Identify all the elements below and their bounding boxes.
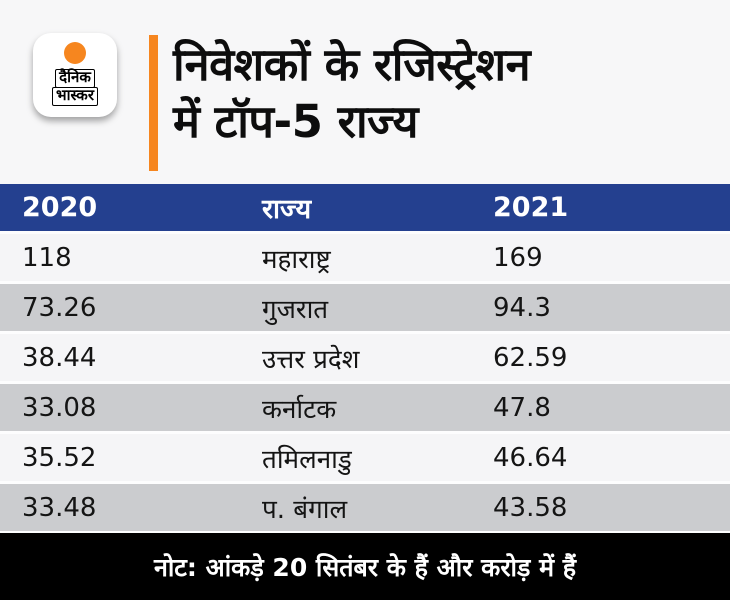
table-row: 33.48 प. बंगाल 43.58 — [0, 484, 730, 534]
column-header-state: राज्य — [262, 194, 312, 225]
cell-2020-value: 33.48 — [22, 492, 97, 523]
footnote-bar: नोट: आंकड़े 20 सितंबर के हैं और करोड़ मे… — [0, 533, 730, 600]
table-row: 73.26 गुजरात 94.3 — [0, 284, 730, 334]
cell-state-name: उत्तर प्रदेश — [262, 344, 360, 375]
title-line2: में टॉप-5 राज्य — [173, 95, 419, 148]
title-line1: निवेशकों के रजिस्ट्रेशन — [173, 38, 531, 91]
cell-state-name: तमिलनाडु — [262, 444, 352, 475]
title-accent-bar — [149, 35, 158, 171]
table-row: 35.52 तमिलनाडु 46.64 — [0, 434, 730, 484]
logo-sun-icon — [64, 42, 86, 64]
cell-2021-value: 62.59 — [493, 342, 568, 373]
cell-2020-value: 38.44 — [22, 342, 97, 373]
cell-2021-value: 169 — [493, 242, 543, 273]
cell-state-name: प. बंगाल — [262, 494, 348, 525]
cell-2020-value: 35.52 — [22, 442, 97, 473]
cell-2021-value: 94.3 — [493, 292, 551, 323]
table-row: 118 महाराष्ट्र 169 — [0, 234, 730, 284]
cell-2021-value: 43.58 — [493, 492, 568, 523]
column-header-2021: 2021 — [493, 192, 569, 223]
cell-state-name: कर्नाटक — [262, 394, 337, 425]
header: दैनिक भास्कर निवेशकों के रजिस्ट्रेशन में … — [0, 0, 730, 184]
footnote-text: नोट: आंकड़े 20 सितंबर के हैं और करोड़ मे… — [153, 552, 577, 582]
table-header-row: 2020 राज्य 2021 — [0, 184, 730, 234]
cell-2020-value: 33.08 — [22, 392, 97, 423]
column-header-2020: 2020 — [22, 192, 98, 223]
cell-state-name: गुजरात — [262, 294, 329, 325]
page-title: निवेशकों के रजिस्ट्रेशन में टॉप-5 राज्य — [173, 36, 720, 150]
table-row: 38.44 उत्तर प्रदेश 62.59 — [0, 334, 730, 384]
cell-2021-value: 47.8 — [493, 392, 551, 423]
cell-2020-value: 73.26 — [22, 292, 97, 323]
dainik-bhaskar-logo: दैनिक भास्कर — [33, 33, 117, 117]
cell-state-name: महाराष्ट्र — [262, 244, 331, 275]
table-row: 33.08 कर्नाटक 47.8 — [0, 384, 730, 434]
logo-text-line2: भास्कर — [52, 87, 98, 106]
cell-2021-value: 46.64 — [493, 442, 568, 473]
cell-2020-value: 118 — [22, 242, 72, 273]
logo-text-line1: दैनिक — [55, 69, 95, 88]
